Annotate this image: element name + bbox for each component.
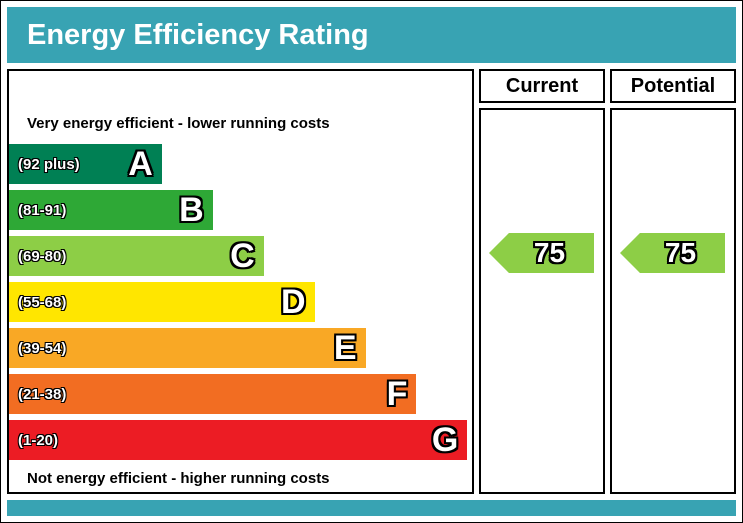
rating-bands: (92 plus) A (81-91) B (69-80) C (55-68) … — [9, 144, 472, 460]
caption-top: Very energy efficient - lower running co… — [27, 115, 330, 132]
band-bar-c: (69-80) C — [9, 236, 264, 276]
band-letter: D — [281, 283, 306, 321]
potential-label: Potential — [630, 74, 716, 97]
potential-rating-arrow: 75 — [620, 233, 725, 273]
chart-title: Energy Efficiency Rating — [27, 18, 369, 51]
band-letter: F — [386, 375, 408, 413]
chart-body: Very energy efficient - lower running co… — [7, 69, 736, 494]
footer-banner — [7, 500, 736, 516]
band-letter: B — [179, 191, 204, 229]
band-bar-g: (1-20) G — [9, 420, 468, 460]
band-range-label: (69-80) — [18, 247, 67, 265]
band-letter: C — [230, 237, 255, 275]
band-range-label: (81-91) — [18, 201, 67, 219]
current-label: Current — [505, 74, 579, 97]
current-rating-value: 75 — [533, 237, 566, 268]
band-range-label: (21-38) — [18, 385, 67, 403]
potential-rating-value: 75 — [664, 237, 697, 268]
rating-bands-section: Very energy efficient - lower running co… — [7, 69, 474, 494]
band-range-label: (55-68) — [18, 293, 67, 311]
current-column-body: 75 — [479, 108, 605, 494]
caption-bottom: Not energy efficient - higher running co… — [27, 470, 330, 487]
band-range-label: (39-54) — [18, 339, 67, 357]
current-rating-arrow: 75 — [489, 233, 594, 273]
band-bar-b: (81-91) B — [9, 190, 213, 230]
potential-column: Potential 75 — [610, 69, 736, 494]
potential-column-header: Potential — [610, 69, 736, 103]
band-range-label: (92 plus) — [18, 155, 80, 173]
current-column-header: Current — [479, 69, 605, 103]
band-letter: A — [128, 145, 153, 183]
band-bar-d: (55-68) D — [9, 282, 315, 322]
band-range-label: (1-20) — [18, 431, 59, 449]
band-bar-f: (21-38) F — [9, 374, 417, 414]
potential-column-body: 75 — [610, 108, 736, 494]
band-letter: G — [431, 421, 459, 459]
chart-title-banner: Energy Efficiency Rating — [7, 7, 736, 63]
band-letter: E — [333, 329, 357, 367]
current-column: Current 75 — [479, 69, 605, 494]
band-bar-e: (39-54) E — [9, 328, 366, 368]
band-bar-a: (92 plus) A — [9, 144, 162, 184]
